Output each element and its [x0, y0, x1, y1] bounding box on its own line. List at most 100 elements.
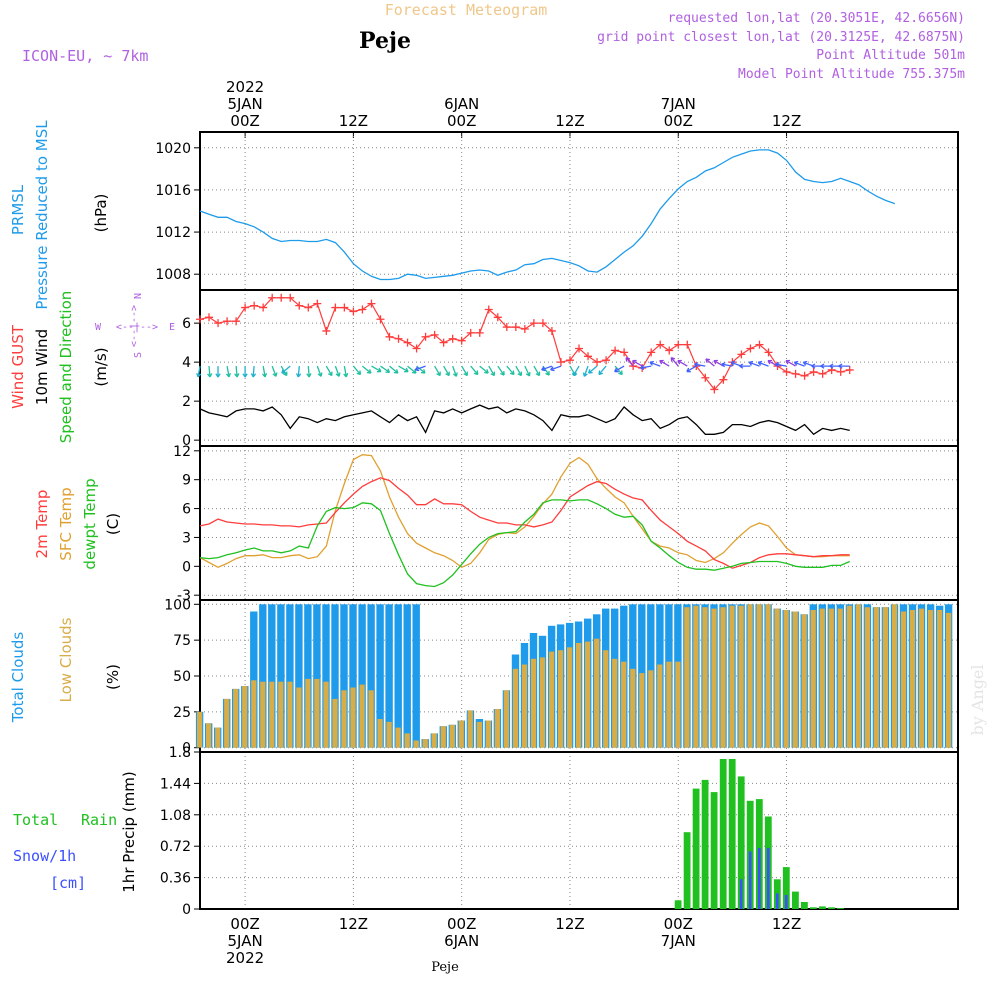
low-cloud-bar [422, 739, 428, 748]
wind-gust-marker [538, 319, 547, 328]
wind-direction-arrow [361, 365, 372, 374]
wind-direction-arrow [196, 365, 202, 378]
snow-bar [766, 847, 770, 909]
wind-unit: (m/s) [92, 347, 110, 386]
wind-gust-marker [295, 301, 304, 310]
model-altitude: Model Point Altitude 755.375m [738, 67, 965, 82]
wind-direction-arrow [262, 365, 268, 378]
wind-direction-arrow [670, 356, 679, 367]
wind-gust-marker [502, 323, 511, 332]
compass-rose: N <--|--> S W <--|--> E [95, 293, 175, 358]
precip-ytick-label: 1.08 [160, 808, 191, 824]
wind-gust-marker [286, 293, 295, 302]
wind-gust-marker [836, 367, 845, 376]
temp-ylabel-sfc: SFC Temp [57, 487, 75, 560]
total-cloud-bar [358, 604, 366, 748]
low-cloud-bar [946, 612, 952, 748]
wind-direction-arrow [434, 365, 441, 377]
wind-direction-arrow [225, 365, 232, 378]
wind-ytick-label: 4 [182, 355, 191, 371]
top-time-label: 2022 [226, 78, 264, 96]
rain-bar [792, 891, 799, 909]
clouds-ytick-label: 100 [164, 597, 191, 613]
clouds-ytick-label: 25 [173, 705, 191, 721]
wind-10m-line [199, 404, 850, 436]
wind-direction-arrow [713, 359, 724, 367]
model-label: ICON-EU, ~ 7km [22, 47, 148, 65]
low-cloud-bar [837, 608, 843, 748]
wind-gust-marker [403, 338, 412, 347]
low-cloud-bar [431, 733, 437, 748]
clouds-ytick-label: 75 [173, 633, 191, 649]
low-cloud-bar [224, 698, 230, 748]
snow-bar [748, 851, 752, 909]
wind-gust-marker [241, 303, 250, 312]
low-cloud-bar [585, 641, 591, 748]
temperature-panel: -3 0 3 6 9 12 [173, 444, 959, 604]
precip-unit: 1hr Precip (mm) [120, 771, 138, 892]
dewpt-line [199, 499, 850, 588]
wind-gust-marker [556, 358, 565, 367]
precip-ytick-label: 1.44 [160, 776, 191, 792]
wind-direction-arrow [614, 365, 623, 376]
wind-gust-marker [466, 328, 475, 337]
rain-bar [710, 792, 718, 909]
rain-bar [837, 908, 844, 909]
wind-direction-arrow [587, 365, 598, 374]
wind-direction-arrow [443, 365, 450, 377]
precip-ytick-label: 0 [182, 902, 191, 918]
precip-label-snow: Snow/1h [13, 847, 76, 865]
precip-label-cm: [cm] [50, 874, 86, 892]
low-cloud-bar [612, 658, 618, 748]
station-name: Peje [359, 28, 411, 54]
wind-direction-arrow [316, 365, 323, 377]
temp-unit: (C) [104, 513, 122, 535]
low-cloud-bar [684, 607, 690, 748]
wind-gust-marker [394, 334, 403, 343]
temp-ytick-label: 9 [182, 473, 191, 489]
snow-bar [757, 847, 761, 909]
wind-ylabel-speed: Speed and Direction [57, 291, 75, 444]
wind-direction-arrow [785, 359, 796, 367]
low-cloud-bar [233, 688, 239, 748]
wind-direction-arrow [748, 360, 760, 367]
low-cloud-bar [350, 687, 356, 748]
wind-direction-arrow [677, 359, 688, 367]
top-time-label: 12Z [339, 112, 368, 130]
low-cloud-bar [539, 657, 546, 748]
wind-gust-marker [322, 326, 331, 335]
temp-ylabel-2m: 2m Temp [33, 490, 51, 559]
wind-direction-arrow [352, 365, 362, 376]
wind-gust-marker [737, 350, 746, 359]
pressure-panel: 1008 1012 1016 1020 [155, 131, 959, 291]
clouds-ytick-label: 0 [182, 741, 191, 757]
bottom-time-label: 12Z [555, 915, 584, 933]
wind-direction-arrow [325, 365, 333, 377]
low-cloud-bar [937, 610, 943, 748]
total-cloud-bar [331, 604, 339, 748]
wind-direction-arrow [234, 366, 240, 378]
wind-gust-marker [412, 344, 421, 353]
low-cloud-bar [332, 698, 338, 748]
temp-frame [199, 445, 959, 601]
wind-direction-arrow [389, 365, 399, 374]
wind-gust-marker [809, 367, 818, 376]
low-cloud-bar [819, 608, 825, 748]
precip-ytick-label: 1.8 [169, 745, 191, 761]
low-cloud-bar [359, 684, 365, 748]
wind-gust-marker [457, 336, 466, 345]
low-cloud-bar [395, 727, 401, 748]
low-cloud-bar [855, 604, 861, 748]
wind-gust-marker [484, 305, 493, 314]
wind-gust-marker [367, 299, 376, 308]
bottom-time-label: 12Z [339, 915, 368, 933]
temp-ytick-label: -3 [177, 588, 191, 604]
gridpoint-coords: grid point closest lon,lat (20.3125E, 42… [597, 30, 965, 45]
point-altitude: Point Altitude 501m [816, 48, 965, 63]
wind-direction-arrow [497, 365, 505, 376]
total-cloud-bar [259, 604, 267, 748]
wind-gust-marker [683, 340, 692, 349]
wind-direction-arrow [215, 366, 221, 378]
low-cloud-bar [792, 611, 798, 748]
